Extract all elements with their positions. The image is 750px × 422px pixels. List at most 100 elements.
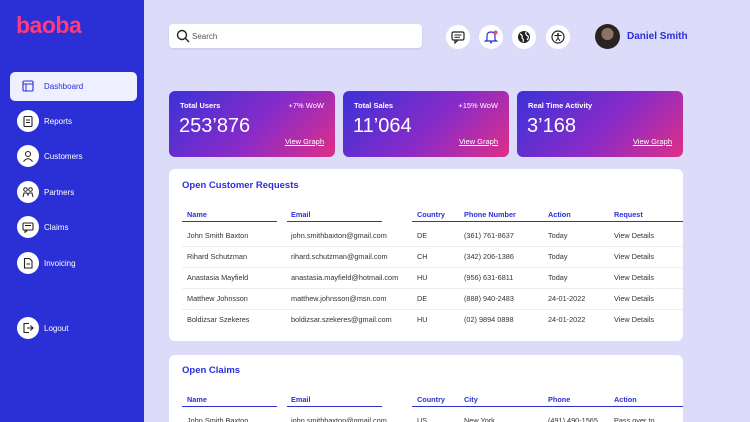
- panel-title: Open Claims: [182, 365, 241, 376]
- stat-label: Total Sales: [354, 101, 394, 110]
- row-divider: [182, 309, 683, 310]
- table-cell: New York: [464, 416, 495, 422]
- column-header: City: [464, 395, 478, 404]
- table-cell: john.smithbaxton@gmail.com: [291, 416, 387, 422]
- nav-item[interactable]: Claims: [10, 213, 137, 242]
- table-cell: (491) 490-1565: [548, 416, 598, 422]
- stat-value: 253’876: [179, 115, 251, 137]
- messages-button[interactable]: [446, 25, 470, 49]
- column-header: Name: [187, 395, 207, 404]
- table-cell: (02) 9894 0898: [464, 315, 514, 324]
- stat-value: 3’168: [527, 115, 576, 137]
- table-cell: CH: [417, 252, 428, 261]
- header-underline: [182, 406, 277, 407]
- nav-label: Invoicing: [44, 259, 76, 268]
- column-header: Phone Number: [464, 210, 516, 219]
- nav-label: Claims: [44, 223, 69, 232]
- nav-icon: [17, 75, 39, 97]
- header-underline: [412, 406, 683, 407]
- table-cell: HU: [417, 273, 428, 282]
- column-header: Action: [614, 395, 637, 404]
- table-cell: Matthew Johnsson: [187, 294, 248, 303]
- header-underline: [412, 221, 683, 222]
- table-cell: (342) 206-1386: [464, 252, 514, 261]
- claims-panel: Open Claims Name Email Country City Phone Act…: [169, 355, 683, 422]
- stat-change: +15% WoW: [458, 101, 498, 110]
- header-underline: [182, 221, 277, 222]
- table-cell: US: [417, 416, 428, 422]
- nav-label: Reports: [44, 117, 73, 126]
- table-cell: rihard.schutzman@gmail.com: [291, 252, 388, 261]
- table-cell: HU: [417, 315, 428, 324]
- user-name[interactable]: Daniel Smith: [627, 31, 688, 42]
- nav-label: Logout: [44, 324, 69, 333]
- table-cell: John Smith Baxton: [187, 231, 249, 240]
- table-cell: john.smithbaxton@gmail.com: [291, 231, 387, 240]
- search-box[interactable]: Search: [169, 24, 422, 48]
- table-cell: (888) 940-2483: [464, 294, 514, 303]
- avatar[interactable]: [595, 24, 620, 49]
- nav-item[interactable]: Invoicing: [10, 249, 137, 278]
- nav-icon: [17, 317, 39, 339]
- nav-item[interactable]: Customers: [10, 142, 137, 171]
- stat-label: Real Time Activity: [528, 101, 593, 110]
- nav-item[interactable]: Dashboard: [10, 72, 137, 101]
- stat-label: Total Users: [180, 101, 221, 110]
- table-cell: matthew.johnsson@msn.com: [291, 294, 387, 303]
- stat-card: Real Time Activity 3’168 View Graph: [517, 91, 683, 157]
- accessibility-button[interactable]: [546, 25, 570, 49]
- table-cell: Today: [548, 252, 568, 261]
- column-header: Email: [291, 210, 311, 219]
- row-divider: [182, 288, 683, 289]
- nav-label: Dashboard: [44, 82, 84, 91]
- header-underline: [287, 221, 382, 222]
- stat-card: Total Sales +15% WoW 11’064 View Graph: [343, 91, 509, 157]
- nav-label: Partners: [44, 188, 75, 197]
- view-graph-link[interactable]: View Graph: [632, 137, 672, 146]
- nav-icon: [17, 181, 39, 203]
- language-button[interactable]: [512, 25, 536, 49]
- stat-value: 11’064: [353, 115, 412, 137]
- sidebar: baoba Dashboard Reports Customers Partners C…: [0, 0, 144, 422]
- row-divider: [182, 267, 683, 268]
- column-header: Country: [417, 210, 445, 219]
- logo[interactable]: baoba: [16, 12, 82, 38]
- table-cell[interactable]: View Details: [614, 294, 655, 303]
- header-underline: [287, 406, 382, 407]
- table-cell[interactable]: View Details: [614, 315, 655, 324]
- table-cell: Anastasia Mayfield: [187, 273, 249, 282]
- stat-card: Total Users +7% WoW 253’876 View Graph: [169, 91, 335, 157]
- table-cell: Rihard Schutzman: [187, 252, 248, 261]
- table-cell: Boldizsar Szekeres: [187, 315, 250, 324]
- panel-title: Open Customer Requests: [182, 180, 299, 191]
- nav-item[interactable]: Reports: [10, 107, 137, 136]
- row-divider: [182, 246, 683, 247]
- column-header: Action: [548, 210, 571, 219]
- view-graph-link[interactable]: View Graph: [458, 137, 498, 146]
- column-header: Phone: [548, 395, 571, 404]
- view-graph-link[interactable]: View Graph: [284, 137, 324, 146]
- nav-icon: [17, 145, 39, 167]
- nav-item[interactable]: Partners: [10, 178, 137, 207]
- table-cell: Today: [548, 231, 568, 240]
- nav-icon: [17, 252, 39, 274]
- table-cell[interactable]: View Details: [614, 252, 655, 261]
- column-header: Request: [614, 210, 643, 219]
- column-header: Name: [187, 210, 207, 219]
- table-cell: John Smith Baxton: [187, 416, 249, 422]
- table-cell[interactable]: View Details: [614, 231, 655, 240]
- table-cell: anastasia.mayfield@hotmail.com: [291, 273, 399, 282]
- table-cell[interactable]: View Details: [614, 273, 655, 282]
- requests-panel: Open Customer Requests Name Email Country P…: [169, 169, 683, 341]
- search-icon: [176, 29, 190, 43]
- table-cell: (361) 761-8637: [464, 231, 514, 240]
- logout[interactable]: Logout: [10, 314, 137, 343]
- table-cell: Pass over to: [614, 416, 655, 422]
- stat-change: +7% WoW: [288, 101, 325, 110]
- table-cell: boldizsar.szekeres@gmail.com: [291, 315, 392, 324]
- column-header: Email: [291, 395, 311, 404]
- table-cell: (956) 631-6811: [464, 273, 514, 282]
- notifications-button[interactable]: [479, 25, 503, 49]
- nav-icon: [17, 110, 39, 132]
